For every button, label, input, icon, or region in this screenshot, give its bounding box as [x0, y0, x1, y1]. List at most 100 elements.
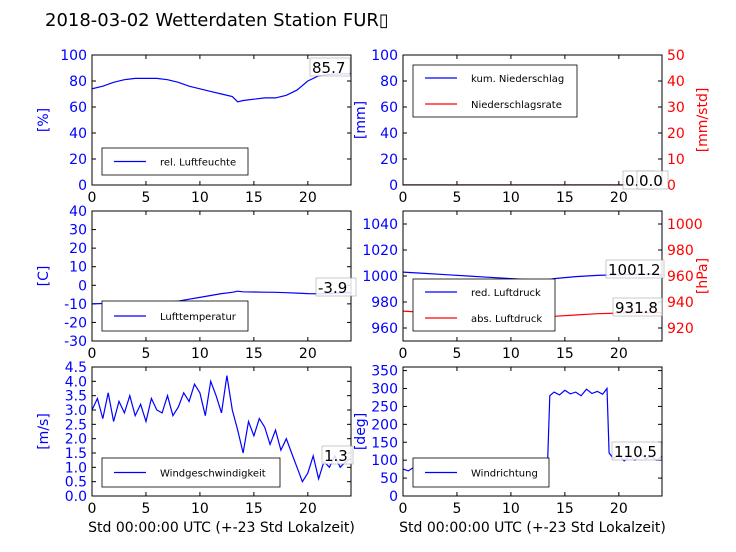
- y-tick-label: 2.0: [65, 432, 87, 448]
- x-tick-label: 10: [502, 190, 520, 206]
- y-tick-label: 40: [69, 204, 87, 220]
- value-annotation: -3.9: [318, 279, 347, 297]
- plot-frame: [402, 366, 663, 497]
- x-tick-label: 0: [399, 190, 408, 206]
- series-line-humidity-0: [92, 73, 351, 103]
- y-axis-label: [C]: [36, 266, 52, 287]
- legend-entry: kum. Niederschlag: [471, 74, 564, 85]
- x-tick-label: 0: [399, 501, 408, 517]
- y2-tick-label: 1000: [667, 217, 703, 233]
- value-annotation-box: [321, 445, 354, 465]
- y-tick-label: 60: [380, 100, 398, 116]
- y-tick-label: 980: [371, 295, 398, 311]
- y-tick-label: 20: [69, 241, 87, 257]
- x-tick-label: 15: [556, 346, 574, 362]
- pressure-panel: 0 5 10 15 20 960 980 1000 1020 1040 920 940 960 980 10…: [362, 210, 711, 362]
- value-annotation-box: [612, 297, 663, 317]
- y-tick-label: 0: [389, 489, 398, 505]
- y-axis-label: [%]: [36, 108, 52, 132]
- y-tick-label: 250: [371, 399, 398, 415]
- y-tick-label: 4.0: [65, 374, 87, 390]
- y2-axis-label: [hPa]: [695, 258, 711, 294]
- plot-frame: [91, 210, 352, 342]
- legend-entry: Lufttemperatur: [160, 312, 237, 323]
- y2-tick-label: 960: [667, 269, 694, 285]
- y2-axis-label: [mm/std]: [695, 88, 711, 153]
- y2-tick-label: 980: [667, 243, 694, 259]
- x-tick-label: 0: [88, 346, 97, 362]
- x-axis-label: Std 00:00:00 UTC (+-23 Std Lokalzeit): [88, 520, 355, 536]
- y-tick-label: 0.0: [65, 489, 87, 505]
- x-tick-label: 10: [502, 501, 520, 517]
- y-tick-label: 10: [69, 260, 87, 276]
- y-tick-label: -20: [64, 315, 87, 331]
- y2-tick-label: 30: [667, 100, 685, 116]
- legend-box: [412, 278, 556, 332]
- y-tick-label: 60: [69, 100, 87, 116]
- x-tick-label: 20: [610, 501, 628, 517]
- y-tick-label: 100: [60, 48, 87, 64]
- x-tick-label: 15: [245, 501, 263, 517]
- y-tick-label: 200: [371, 417, 398, 433]
- y-axis-label: [m/s]: [36, 413, 52, 450]
- y-tick-label: 2.5: [65, 417, 87, 433]
- y-tick-label: -30: [64, 334, 87, 350]
- y-tick-label: 20: [69, 152, 87, 168]
- y-tick-label: 20: [380, 152, 398, 168]
- y-tick-label: 0: [78, 278, 87, 294]
- y-tick-label: 40: [69, 126, 87, 142]
- y-tick-label: 1000: [362, 269, 398, 285]
- temperature-panel: 0 5 10 15 20 -30 -20 -10 0 10 20 30 40 [C] Lufttempera…: [36, 204, 357, 362]
- y-tick-label: 1.0: [65, 460, 87, 476]
- x-tick-label: 5: [141, 501, 150, 517]
- y-tick-label: 4.5: [65, 360, 87, 376]
- y-tick-label: 1.5: [65, 446, 87, 462]
- y-tick-label: 0: [389, 178, 398, 194]
- plot-frame: [402, 54, 663, 186]
- legend-entry: Windgeschwindigkeit: [160, 469, 266, 480]
- value-annotation: 1.3: [324, 447, 348, 465]
- legend-entry: red. Luftdruck: [471, 288, 541, 299]
- x-tick-label: 5: [452, 346, 461, 362]
- legend-box: [412, 64, 578, 118]
- x-tick-label: 10: [502, 346, 520, 362]
- y-tick-label: 80: [380, 74, 398, 90]
- x-tick-label: 10: [191, 346, 209, 362]
- plot-frame: [91, 54, 352, 186]
- x-tick-label: 0: [88, 501, 97, 517]
- y-tick-label: 150: [371, 435, 398, 451]
- x-tick-label: 20: [299, 501, 317, 517]
- value-annotation-box: [315, 277, 357, 297]
- plot-frame: [91, 366, 352, 497]
- y-axis-label: [mm]: [353, 101, 369, 139]
- value-annotation: 0.0: [639, 172, 663, 190]
- x-tick-label: 20: [299, 346, 317, 362]
- y2-tick-label: 920: [667, 321, 694, 337]
- value-annotation: 931.8: [615, 299, 658, 317]
- x-tick-label: 10: [191, 190, 209, 206]
- x-tick-label: 20: [299, 190, 317, 206]
- windspeed-panel: 0 5 10 15 20 0.00.51.01.52.02.53.03.54.04.5 [m…: [36, 360, 355, 536]
- y-tick-label: 50: [380, 471, 398, 487]
- figure-title: 2018-03-02 Wetterdaten Station FUR▯: [45, 10, 389, 31]
- y-tick-label: 40: [380, 126, 398, 142]
- x-tick-label: 0: [88, 190, 97, 206]
- y-tick-label: 3.5: [65, 389, 87, 405]
- y2-tick-label: 20: [667, 126, 685, 142]
- y-tick-label: 3.0: [65, 403, 87, 419]
- x-tick-label: 5: [452, 190, 461, 206]
- x-tick-label: 10: [191, 501, 209, 517]
- y2-tick-label: 40: [667, 74, 685, 90]
- y-tick-label: 350: [371, 364, 398, 380]
- y-axis-label: [deg]: [353, 413, 369, 450]
- x-tick-label: 0: [399, 346, 408, 362]
- y-tick-label: 300: [371, 382, 398, 398]
- precipitation-panel: 0 5 10 15 20 0 20 40 60 80 100 0 10 20 30 40 50 [mm/std] […: [353, 48, 711, 206]
- x-tick-label: 20: [610, 190, 628, 206]
- y-tick-label: -10: [64, 297, 87, 313]
- x-tick-label: 20: [610, 346, 628, 362]
- y-tick-label: 30: [69, 223, 87, 239]
- legend-entry: Niederschlagsrate: [471, 100, 562, 111]
- value-annotation-box: [605, 259, 665, 279]
